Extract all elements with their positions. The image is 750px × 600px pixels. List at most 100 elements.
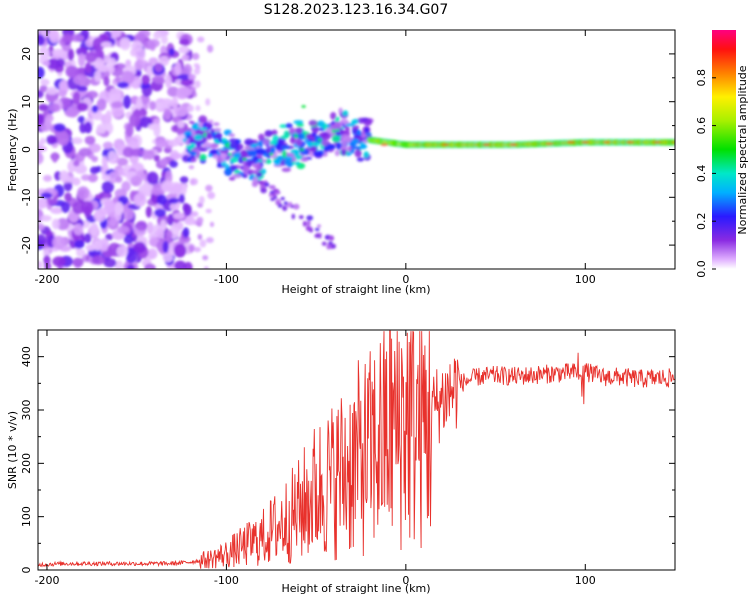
heatmap-cell bbox=[281, 167, 292, 172]
heatmap-cell bbox=[126, 264, 135, 269]
snr-series bbox=[38, 330, 675, 569]
heatmap-cell bbox=[212, 154, 220, 159]
heatmap-cell bbox=[117, 81, 129, 89]
heatmap-cell bbox=[216, 157, 223, 163]
heatmap-cell bbox=[145, 206, 153, 218]
heatmap-cell bbox=[122, 95, 132, 109]
heatmap-cell bbox=[266, 158, 272, 165]
heatmap-cell bbox=[45, 114, 54, 123]
heatmap-cell bbox=[354, 149, 362, 158]
heatmap-cell bbox=[76, 85, 88, 92]
heatmap-cell bbox=[52, 256, 66, 267]
heatmap-cell bbox=[323, 145, 333, 151]
heatmap-cell bbox=[161, 185, 174, 192]
heatmap-cell bbox=[203, 266, 209, 269]
heatmap-cell bbox=[76, 102, 89, 112]
spectrogram-ylabel: Frequency (Hz) bbox=[6, 109, 19, 192]
heatmap-cell bbox=[53, 123, 66, 132]
heatmap-cell bbox=[168, 197, 180, 204]
heatmap-cell bbox=[257, 180, 264, 184]
heatmap-cell bbox=[73, 160, 80, 167]
colorbar-ticks: 0.0 0.2 0.4 0.6 0.8 bbox=[695, 69, 716, 278]
heatmap-cell bbox=[290, 137, 296, 144]
heatmap-cell bbox=[310, 145, 317, 153]
heatmap-cell bbox=[67, 176, 76, 183]
heatmap-cell bbox=[150, 183, 165, 196]
heatmap-cell bbox=[191, 86, 197, 92]
heatmap-cell bbox=[125, 253, 137, 264]
heatmap-cell bbox=[191, 211, 199, 217]
y-tick-label: 200 bbox=[20, 453, 33, 474]
heatmap-cell bbox=[282, 150, 287, 158]
heatmap-cell bbox=[356, 157, 364, 162]
heatmap-cell bbox=[199, 239, 207, 248]
heatmap-cell bbox=[44, 262, 52, 269]
colorbar-gradient bbox=[712, 30, 736, 269]
heatmap-cell bbox=[300, 157, 309, 162]
snr-plot-area bbox=[38, 330, 675, 570]
heatmap-cell bbox=[182, 227, 190, 238]
heatmap-cell bbox=[153, 154, 160, 162]
heatmap-cell bbox=[64, 192, 72, 202]
heatmap-cell bbox=[126, 123, 134, 137]
heatmap-cell bbox=[441, 143, 450, 146]
heatmap-cell bbox=[43, 174, 52, 182]
heatmap-cell bbox=[248, 169, 254, 175]
heatmap-cell bbox=[114, 76, 122, 83]
heatmap-cell bbox=[49, 30, 60, 44]
heatmap-cell bbox=[162, 240, 169, 254]
heatmap-cell bbox=[92, 37, 106, 51]
heatmap-cell bbox=[59, 81, 68, 91]
heatmap-cell bbox=[314, 227, 320, 232]
heatmap-cell bbox=[76, 248, 86, 257]
heatmap-cell bbox=[160, 35, 168, 45]
heatmap-cell bbox=[174, 260, 187, 269]
heatmap-cell bbox=[285, 123, 293, 129]
heatmap-cell bbox=[199, 127, 208, 131]
heatmap-cell bbox=[352, 118, 359, 125]
heatmap-cell bbox=[206, 237, 214, 244]
heatmap-cell bbox=[199, 153, 207, 161]
heatmap-cell bbox=[174, 61, 182, 76]
heatmap-cell bbox=[284, 156, 293, 161]
heatmap-cell bbox=[509, 143, 518, 146]
x-tick-label: 0 bbox=[402, 273, 409, 286]
heatmap-cell bbox=[220, 150, 227, 153]
heatmap-cell bbox=[56, 218, 70, 231]
heatmap-cell bbox=[340, 134, 351, 142]
heatmap-cell bbox=[193, 246, 201, 253]
heatmap-cell bbox=[101, 174, 111, 181]
heatmap-cell bbox=[197, 234, 203, 240]
heatmap-cell bbox=[149, 100, 156, 111]
heatmap-cell bbox=[288, 152, 294, 157]
heatmap-cell bbox=[229, 156, 239, 163]
heatmap-cell bbox=[91, 105, 99, 113]
heatmap-cell bbox=[74, 239, 85, 249]
heatmap-cell bbox=[215, 140, 220, 144]
heatmap-cell bbox=[156, 228, 165, 239]
heatmap-cell bbox=[77, 115, 86, 124]
heatmap-cell bbox=[39, 46, 48, 54]
heatmap-cell bbox=[179, 176, 189, 184]
heatmap-cell bbox=[336, 142, 342, 150]
heatmap-cell bbox=[164, 74, 172, 89]
heatmap-cell bbox=[380, 143, 389, 146]
y-tick-label: -20 bbox=[20, 236, 33, 254]
heatmap-cell bbox=[293, 120, 304, 125]
heatmap-cell bbox=[242, 165, 250, 172]
heatmap-cell bbox=[45, 198, 58, 205]
heatmap-cell bbox=[298, 215, 304, 220]
heatmap-cell bbox=[156, 194, 167, 206]
heatmap-cell bbox=[251, 182, 258, 188]
heatmap-cell bbox=[182, 202, 190, 213]
heatmap-cell bbox=[188, 73, 196, 80]
heatmap-cell bbox=[581, 141, 590, 144]
heatmap-cell bbox=[264, 182, 270, 187]
heatmap-cell bbox=[305, 225, 311, 231]
heatmap-cell bbox=[60, 201, 71, 213]
heatmap-cell bbox=[129, 113, 141, 127]
heatmap-cell bbox=[255, 148, 266, 156]
heatmap-cell bbox=[213, 122, 220, 127]
heatmap-cell bbox=[38, 152, 44, 165]
